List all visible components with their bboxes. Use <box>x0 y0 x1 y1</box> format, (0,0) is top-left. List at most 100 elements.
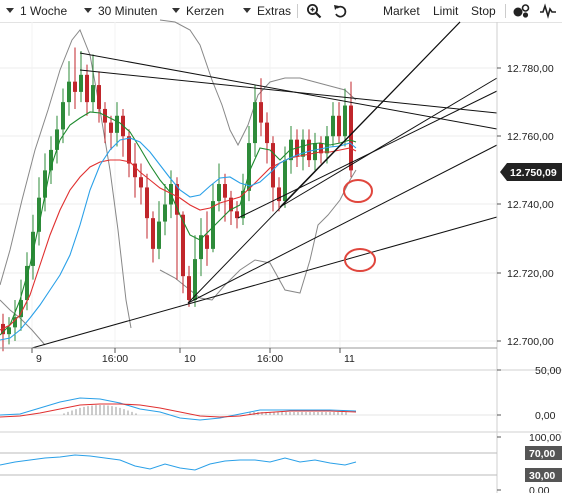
candle-body <box>235 211 239 219</box>
candle-body <box>109 122 113 133</box>
candle-body <box>115 115 119 133</box>
candle-body <box>127 136 131 164</box>
extras-menu[interactable]: Extras <box>243 3 291 19</box>
candle-body <box>259 102 263 123</box>
chart-toolbar: 1 Woche 30 Minuten Kerzen Extras Market … <box>0 0 562 23</box>
range-select[interactable]: 1 Woche <box>6 3 67 19</box>
moving-averages <box>0 111 357 341</box>
candle-body <box>145 187 149 219</box>
price-tick-label: 12.740,00 <box>507 199 554 211</box>
candle-body <box>217 184 221 202</box>
rsi-line <box>0 454 357 471</box>
indicator-panels: 50,00 0,00 100,00 70,00 30,00 0,00 <box>0 365 562 493</box>
candle-body <box>163 204 167 222</box>
candlesticks <box>1 47 353 352</box>
extras-label: Extras <box>257 4 292 18</box>
candle-body <box>211 201 215 249</box>
candle-body <box>19 300 23 318</box>
trend-lines <box>31 21 498 349</box>
rsi-tick-label: 100,00 <box>529 432 561 444</box>
candle-body <box>313 143 317 161</box>
candle-body <box>271 143 275 188</box>
interval-label: 30 Minuten <box>98 4 158 18</box>
candle-body <box>301 139 305 157</box>
market-order-button[interactable]: Market <box>383 4 420 18</box>
indicators-icon[interactable] <box>513 3 530 19</box>
candle-body <box>55 129 59 150</box>
trend-line <box>279 21 461 208</box>
macd-line <box>0 397 357 421</box>
rsi-tick-label: 30,00 <box>529 470 555 482</box>
candle-body <box>175 184 179 215</box>
rsi-tick-label: 0,00 <box>529 485 550 493</box>
macd-signal-line <box>0 403 357 418</box>
bollinger-band-line <box>0 299 46 346</box>
candle-body <box>253 102 257 144</box>
ema-slow-line <box>0 137 357 341</box>
limit-order-button[interactable]: Limit <box>433 4 459 18</box>
target-markers <box>343 179 376 272</box>
chart-type-select[interactable]: Kerzen <box>172 3 224 19</box>
candle-body <box>7 327 11 335</box>
interval-select[interactable]: 30 Minuten <box>84 3 157 19</box>
undo-icon[interactable] <box>332 3 348 19</box>
candle-body <box>337 115 341 137</box>
rsi-level-tag <box>525 446 562 460</box>
chart-axes: 12.780,00 12.760,00 12.740,00 12.720,00 12.7… <box>0 22 562 493</box>
candle-body <box>223 184 227 198</box>
time-tick-label: 16:00 <box>102 353 128 365</box>
candle-body <box>85 74 89 103</box>
time-tick-label: 9 <box>36 353 42 365</box>
toolbar-divider <box>505 4 506 18</box>
macd-tick-label: 0,00 <box>535 410 556 422</box>
candle-body <box>283 160 287 202</box>
trend-line <box>187 144 498 304</box>
chevron-down-icon <box>243 8 251 13</box>
price-tick-label: 12.700,00 <box>507 336 554 348</box>
candle-body <box>151 218 155 249</box>
candle-body <box>43 170 47 198</box>
rsi-tick-label: 70,00 <box>529 448 555 460</box>
pulse-chart-icon[interactable] <box>539 3 556 19</box>
candle-body <box>73 81 77 92</box>
candle-body <box>25 265 29 301</box>
ema-fast-line <box>0 111 357 336</box>
candle-body <box>331 115 335 137</box>
chevron-down-icon <box>6 8 14 13</box>
candle-body <box>193 259 197 301</box>
bollinger-bands <box>0 19 357 346</box>
chevron-down-icon <box>84 8 92 13</box>
stop-order-button[interactable]: Stop <box>471 4 496 18</box>
candle-body <box>31 231 35 266</box>
candle-body <box>67 81 71 103</box>
candle-body <box>79 74 83 92</box>
price-tick-label: 12.780,00 <box>507 63 554 75</box>
ema-mid-line <box>0 147 357 331</box>
candle-body <box>199 235 203 260</box>
candle-body <box>307 139 311 161</box>
price-tick-label: 12.720,00 <box>507 268 554 280</box>
candle-body <box>13 317 17 328</box>
candle-body <box>133 163 137 178</box>
rsi-level-tag <box>525 468 562 482</box>
time-tick-label: 11 <box>344 353 355 365</box>
candle-body <box>229 197 233 212</box>
candle-body <box>277 187 281 202</box>
chart-type-label: Kerzen <box>186 4 225 18</box>
trend-line <box>279 77 498 208</box>
time-tick-label: 10 <box>184 353 196 365</box>
target-circle <box>344 248 376 272</box>
candle-body <box>49 149 53 171</box>
candle-body <box>343 105 347 137</box>
trend-line <box>79 69 498 114</box>
candle-body <box>97 85 101 109</box>
candle-body <box>61 102 65 130</box>
zoom-icon[interactable] <box>306 3 322 19</box>
candle-body <box>181 214 185 277</box>
candle-body <box>157 221 161 249</box>
current-price-tag <box>500 163 562 181</box>
candle-body <box>205 235 209 249</box>
candle-body <box>37 197 41 232</box>
candle-body <box>319 143 323 154</box>
